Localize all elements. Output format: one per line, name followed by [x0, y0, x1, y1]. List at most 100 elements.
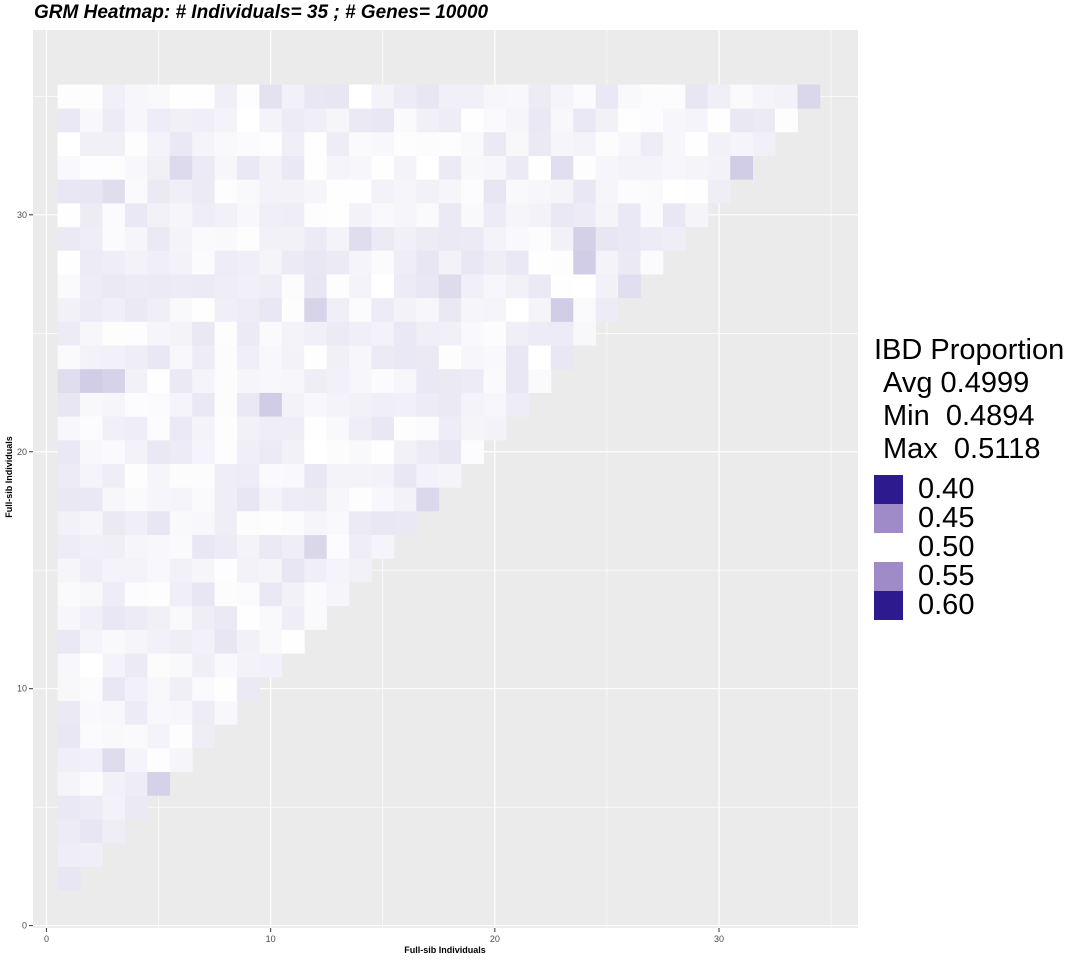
- heatmap-cell: [124, 605, 148, 630]
- heatmap-cell: [595, 274, 619, 299]
- heatmap-cell: [304, 297, 328, 322]
- heatmap-cell: [326, 108, 350, 133]
- heatmap-cell: [124, 368, 148, 393]
- heatmap-cell: [506, 131, 529, 156]
- heatmap-cell: [349, 108, 372, 133]
- heatmap-cell: [528, 84, 552, 109]
- heatmap-cell: [416, 226, 440, 251]
- heatmap-cell: [371, 250, 395, 275]
- heatmap-cell: [259, 463, 283, 488]
- heatmap-cell: [483, 226, 507, 251]
- heatmap-cell: [214, 155, 238, 180]
- heatmap-cell: [393, 179, 417, 204]
- heatmap-cell: [506, 179, 529, 204]
- heatmap-cell: [259, 629, 283, 654]
- heatmap-cell: [304, 345, 328, 370]
- heatmap-cell: [169, 155, 193, 180]
- heatmap-cell: [416, 202, 440, 228]
- heatmap-cell: [304, 392, 328, 417]
- heatmap-cell: [169, 179, 193, 204]
- x-tick-label: 10: [266, 934, 276, 944]
- heatmap-cell: [595, 131, 619, 156]
- heatmap-cell: [349, 463, 372, 488]
- heatmap-cell: [57, 605, 81, 630]
- heatmap-cell: [124, 771, 148, 796]
- heatmap-cell: [147, 179, 171, 204]
- heatmap-cell: [438, 155, 462, 180]
- heatmap-cell: [326, 226, 350, 251]
- heatmap-cell: [483, 155, 507, 180]
- heatmap-cell: [371, 439, 395, 464]
- axes: 0 10 20 30 0 10 20 30: [17, 210, 724, 944]
- heatmap-cell: [483, 368, 507, 393]
- heatmap-cell: [550, 131, 574, 156]
- heatmap-cell: [80, 724, 103, 749]
- heatmap-cell: [393, 250, 417, 275]
- heatmap-cell: [124, 510, 148, 536]
- heatmap-cell: [326, 534, 350, 559]
- heatmap-cell: [461, 179, 485, 204]
- heatmap-cell: [662, 202, 686, 228]
- heatmap-cell: [618, 274, 641, 299]
- heatmap-cell: [326, 463, 350, 488]
- heatmap-cell: [461, 202, 485, 228]
- heatmap-cell: [416, 179, 440, 204]
- heatmap-cell: [573, 226, 597, 251]
- heatmap-cell: [416, 463, 440, 488]
- heatmap-cell: [259, 250, 283, 275]
- heatmap-cell: [281, 297, 305, 322]
- heatmap-cell: [393, 439, 417, 464]
- heatmap-cell: [124, 416, 148, 441]
- heatmap-cell: [147, 131, 171, 156]
- legend-swatch: [874, 591, 903, 620]
- legend-label: 0.40: [918, 473, 975, 505]
- heatmap-cell: [147, 226, 171, 251]
- heatmap-cell: [640, 84, 664, 109]
- heatmap-cell: [169, 724, 193, 749]
- heatmap-cell: [237, 653, 260, 678]
- heatmap-cell: [371, 84, 395, 109]
- heatmap-cell: [371, 155, 395, 180]
- heatmap-cell: [393, 297, 417, 322]
- heatmap-cell: [304, 84, 328, 109]
- heatmap-cell: [237, 534, 260, 559]
- heatmap-cell: [281, 321, 305, 346]
- heatmap-cell: [80, 274, 103, 299]
- heatmap-cell: [214, 226, 238, 251]
- heatmap-cell: [573, 202, 597, 228]
- heatmap-cell: [80, 155, 103, 180]
- heatmap-cell: [326, 155, 350, 180]
- heatmap-cell: [281, 274, 305, 299]
- heatmap-cell: [237, 676, 260, 701]
- heatmap-cell: [752, 108, 776, 133]
- heatmap-cell: [80, 676, 103, 701]
- heatmap-cell: [595, 155, 619, 180]
- heatmap-cell: [124, 747, 148, 773]
- heatmap-cell: [169, 226, 193, 251]
- heatmap-cell: [214, 392, 238, 417]
- heatmap-cell: [237, 629, 260, 654]
- heatmap-cell: [281, 179, 305, 204]
- heatmap-cell: [192, 368, 215, 393]
- heatmap-cell: [640, 226, 664, 251]
- heatmap-cell: [528, 274, 552, 299]
- heatmap-cell: [259, 392, 283, 417]
- heatmap-cell: [259, 226, 283, 251]
- heatmap-cell: [169, 510, 193, 536]
- heatmap-cell: [304, 439, 328, 464]
- heatmap-cell: [528, 179, 552, 204]
- heatmap-cell: [259, 368, 283, 393]
- heatmap-cell: [147, 274, 171, 299]
- heatmap-cell: [438, 84, 462, 109]
- heatmap-cell: [550, 345, 574, 370]
- heatmap-cell: [147, 392, 171, 417]
- heatmap-cell: [57, 392, 81, 417]
- heatmap-cell: [281, 558, 305, 583]
- heatmap-cell: [192, 202, 215, 228]
- heatmap-cell: [80, 321, 103, 346]
- heatmap-cell: [102, 510, 126, 536]
- heatmap-cell: [102, 653, 126, 678]
- heatmap-cell: [147, 747, 171, 773]
- heatmap-cell: [214, 487, 238, 512]
- heatmap-cell: [438, 297, 462, 322]
